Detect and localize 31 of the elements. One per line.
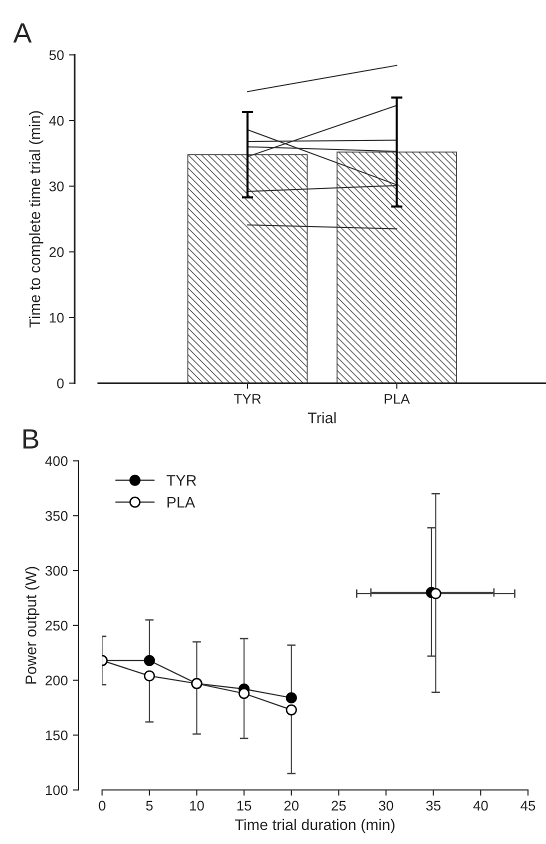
y-axis-title: Power output (W)	[25, 566, 40, 684]
x-axis-title: Trial	[308, 412, 336, 424]
legend-label: TYR	[166, 475, 196, 486]
chart-title: B	[23, 429, 38, 448]
x-tick-label: 15	[237, 800, 252, 811]
y-tick-label: 30	[49, 182, 64, 192]
x-tick-label: 10	[190, 800, 204, 811]
x-tick-label: 5	[146, 800, 153, 811]
y-tick-label: 350	[45, 511, 68, 521]
x-tick-label: 25	[332, 800, 346, 811]
x-tick-label: 0	[98, 800, 106, 811]
x-tick-label: 20	[284, 800, 299, 811]
y-tick-label: 200	[46, 676, 68, 686]
x-tick-label: 45	[520, 800, 536, 811]
y-tick-label: 150	[46, 730, 68, 740]
legend-label: PLA	[168, 497, 196, 508]
y-tick-label: 50	[49, 50, 64, 60]
y-tick-label: 40	[49, 116, 64, 126]
y-tick-label: 20	[50, 247, 64, 258]
x-axis-title: Time trial duration (min)	[235, 818, 394, 834]
y-tick-label: 250	[46, 620, 68, 631]
y-tick-label: 300	[45, 566, 68, 576]
x-tick-label: 35	[426, 800, 440, 811]
y-axis-title: Time to complete time trial (min)	[29, 111, 44, 328]
y-tick-label: 400	[45, 456, 68, 466]
chart-title: A	[13, 23, 32, 43]
x-tick-label: 40	[473, 800, 488, 811]
x-tick-label: 30	[378, 800, 394, 811]
y-tick-label: 100	[46, 785, 68, 796]
y-tick-label: 0	[57, 378, 64, 388]
y-tick-label: 10	[50, 312, 64, 323]
